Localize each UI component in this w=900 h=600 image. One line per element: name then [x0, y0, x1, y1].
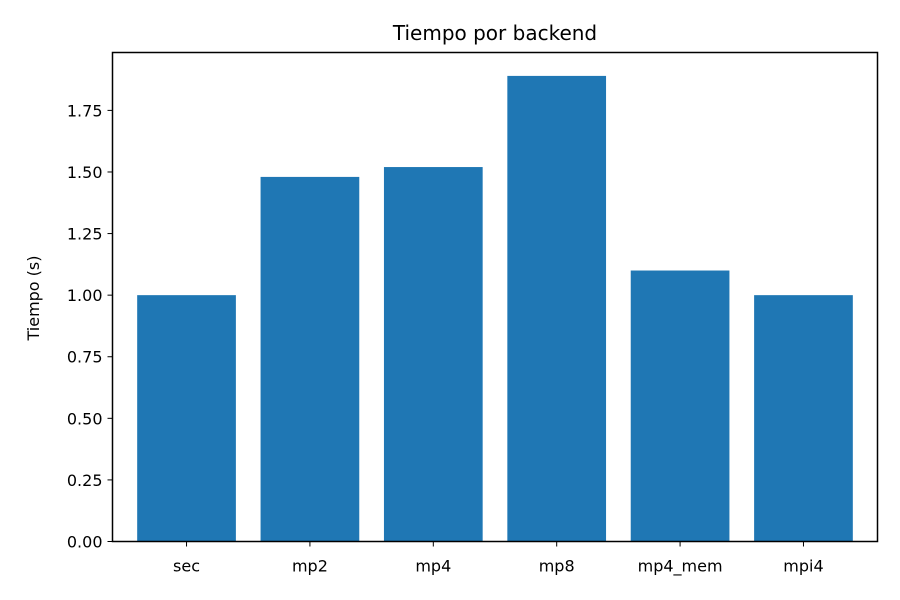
x-tick-label: mp2 [292, 557, 328, 576]
plot-frame [111, 51, 879, 543]
bars-group [137, 75, 853, 542]
chart-title: Tiempo por backend [392, 21, 597, 45]
y-tick-label: 1.00 [67, 286, 103, 305]
y-tick-label: 0.50 [67, 409, 103, 428]
bar-mp4 [383, 167, 483, 542]
bar-mp4_mem [630, 270, 730, 542]
x-axis-ticks: sec mp2 mp4 mp8 mp4_mem mpi4 [173, 541, 824, 577]
y-tick-label: 1.75 [67, 101, 103, 120]
x-tick-label: mp4_mem [638, 557, 723, 577]
bar-sec [137, 295, 236, 542]
y-tick-label: 1.25 [67, 225, 103, 244]
y-tick-label: 1.50 [67, 163, 103, 182]
x-tick-label: sec [173, 557, 200, 576]
bar-mp2 [260, 176, 360, 542]
y-tick-label: 0.25 [67, 471, 103, 490]
y-tick-label: 0.00 [67, 533, 103, 552]
y-axis-ticks: 0.00 0.25 0.50 0.75 1.00 1.25 1.50 1.75 [67, 101, 113, 552]
y-axis-label: Tiempo (s) [24, 255, 43, 341]
bar-mp8 [507, 75, 607, 542]
x-tick-label: mpi4 [783, 557, 823, 576]
x-tick-label: mp8 [539, 557, 575, 576]
y-tick-label: 0.75 [67, 348, 103, 367]
bar-mpi4 [754, 295, 853, 542]
x-tick-label: mp4 [415, 557, 451, 576]
